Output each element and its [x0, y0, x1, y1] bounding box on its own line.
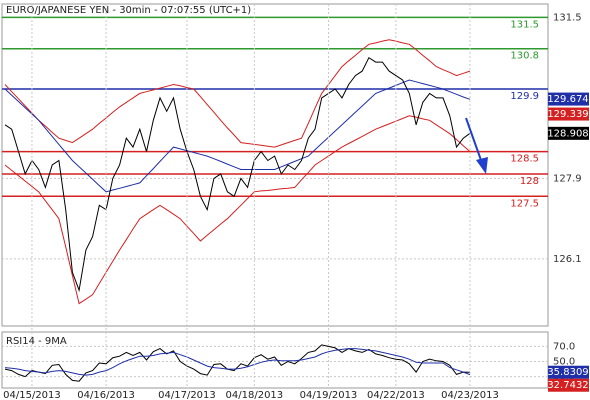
plot-layer: 131.5 127.9 126.1 131.5 130.8 129.9 128.5 128 12… [2, 4, 589, 400]
y-tick-label: 126.1 [553, 254, 582, 265]
series-line [4, 348, 471, 376]
x-tick-label: 04/23/2013 [441, 390, 499, 400]
price-tag-label: 32.7432 [547, 380, 588, 391]
x-tick-label: 04/19/2013 [300, 390, 358, 400]
price-tag-box [548, 126, 589, 140]
x-tick-label: 04/16/2013 [77, 390, 135, 400]
level-label: 129.9 [510, 91, 539, 102]
price-tag-label: 129.674 [547, 94, 588, 105]
series-line [4, 56, 471, 293]
level-label: 128.5 [510, 154, 539, 165]
level-label: 130.8 [510, 51, 539, 62]
series-line [4, 344, 471, 382]
y-tick-label: 131.5 [553, 12, 582, 23]
price-tag-box [548, 107, 589, 121]
chart-title: EURO/JAPANESE YEN - 30min - 07:07:55 (UT… [6, 5, 251, 16]
level-label: 128 [520, 176, 539, 187]
main-panel [1, 3, 549, 327]
price-tag-label: 129.339 [547, 109, 588, 120]
arrow-head [476, 157, 488, 174]
series-line [4, 39, 471, 148]
price-tag-box [548, 365, 589, 379]
series-line [4, 79, 471, 193]
price-tag-label: 35.8309 [547, 367, 588, 378]
rsi-panel [1, 331, 549, 389]
price-tag-box [548, 92, 589, 106]
x-tick-label: 04/18/2013 [226, 390, 284, 400]
level-label: 127.5 [510, 198, 539, 209]
price-tag-label: 128.908 [547, 128, 588, 139]
trend-arrow [465, 117, 488, 174]
series-line [4, 115, 471, 305]
level-label: 131.5 [510, 19, 539, 30]
x-tick-label: 04/15/2013 [3, 390, 61, 400]
arrow-shaft [465, 117, 483, 164]
x-tick-label: 04/17/2013 [158, 390, 216, 400]
price-tag-box [548, 378, 589, 392]
y-tick-label: 50.0 [553, 357, 575, 368]
x-tick-label: 04/22/2013 [367, 390, 425, 400]
y-tick-label: 70.0 [553, 341, 575, 352]
rsi-title: RSI14 - 9MA [6, 336, 67, 347]
y-tick-label: 127.9 [553, 173, 582, 184]
